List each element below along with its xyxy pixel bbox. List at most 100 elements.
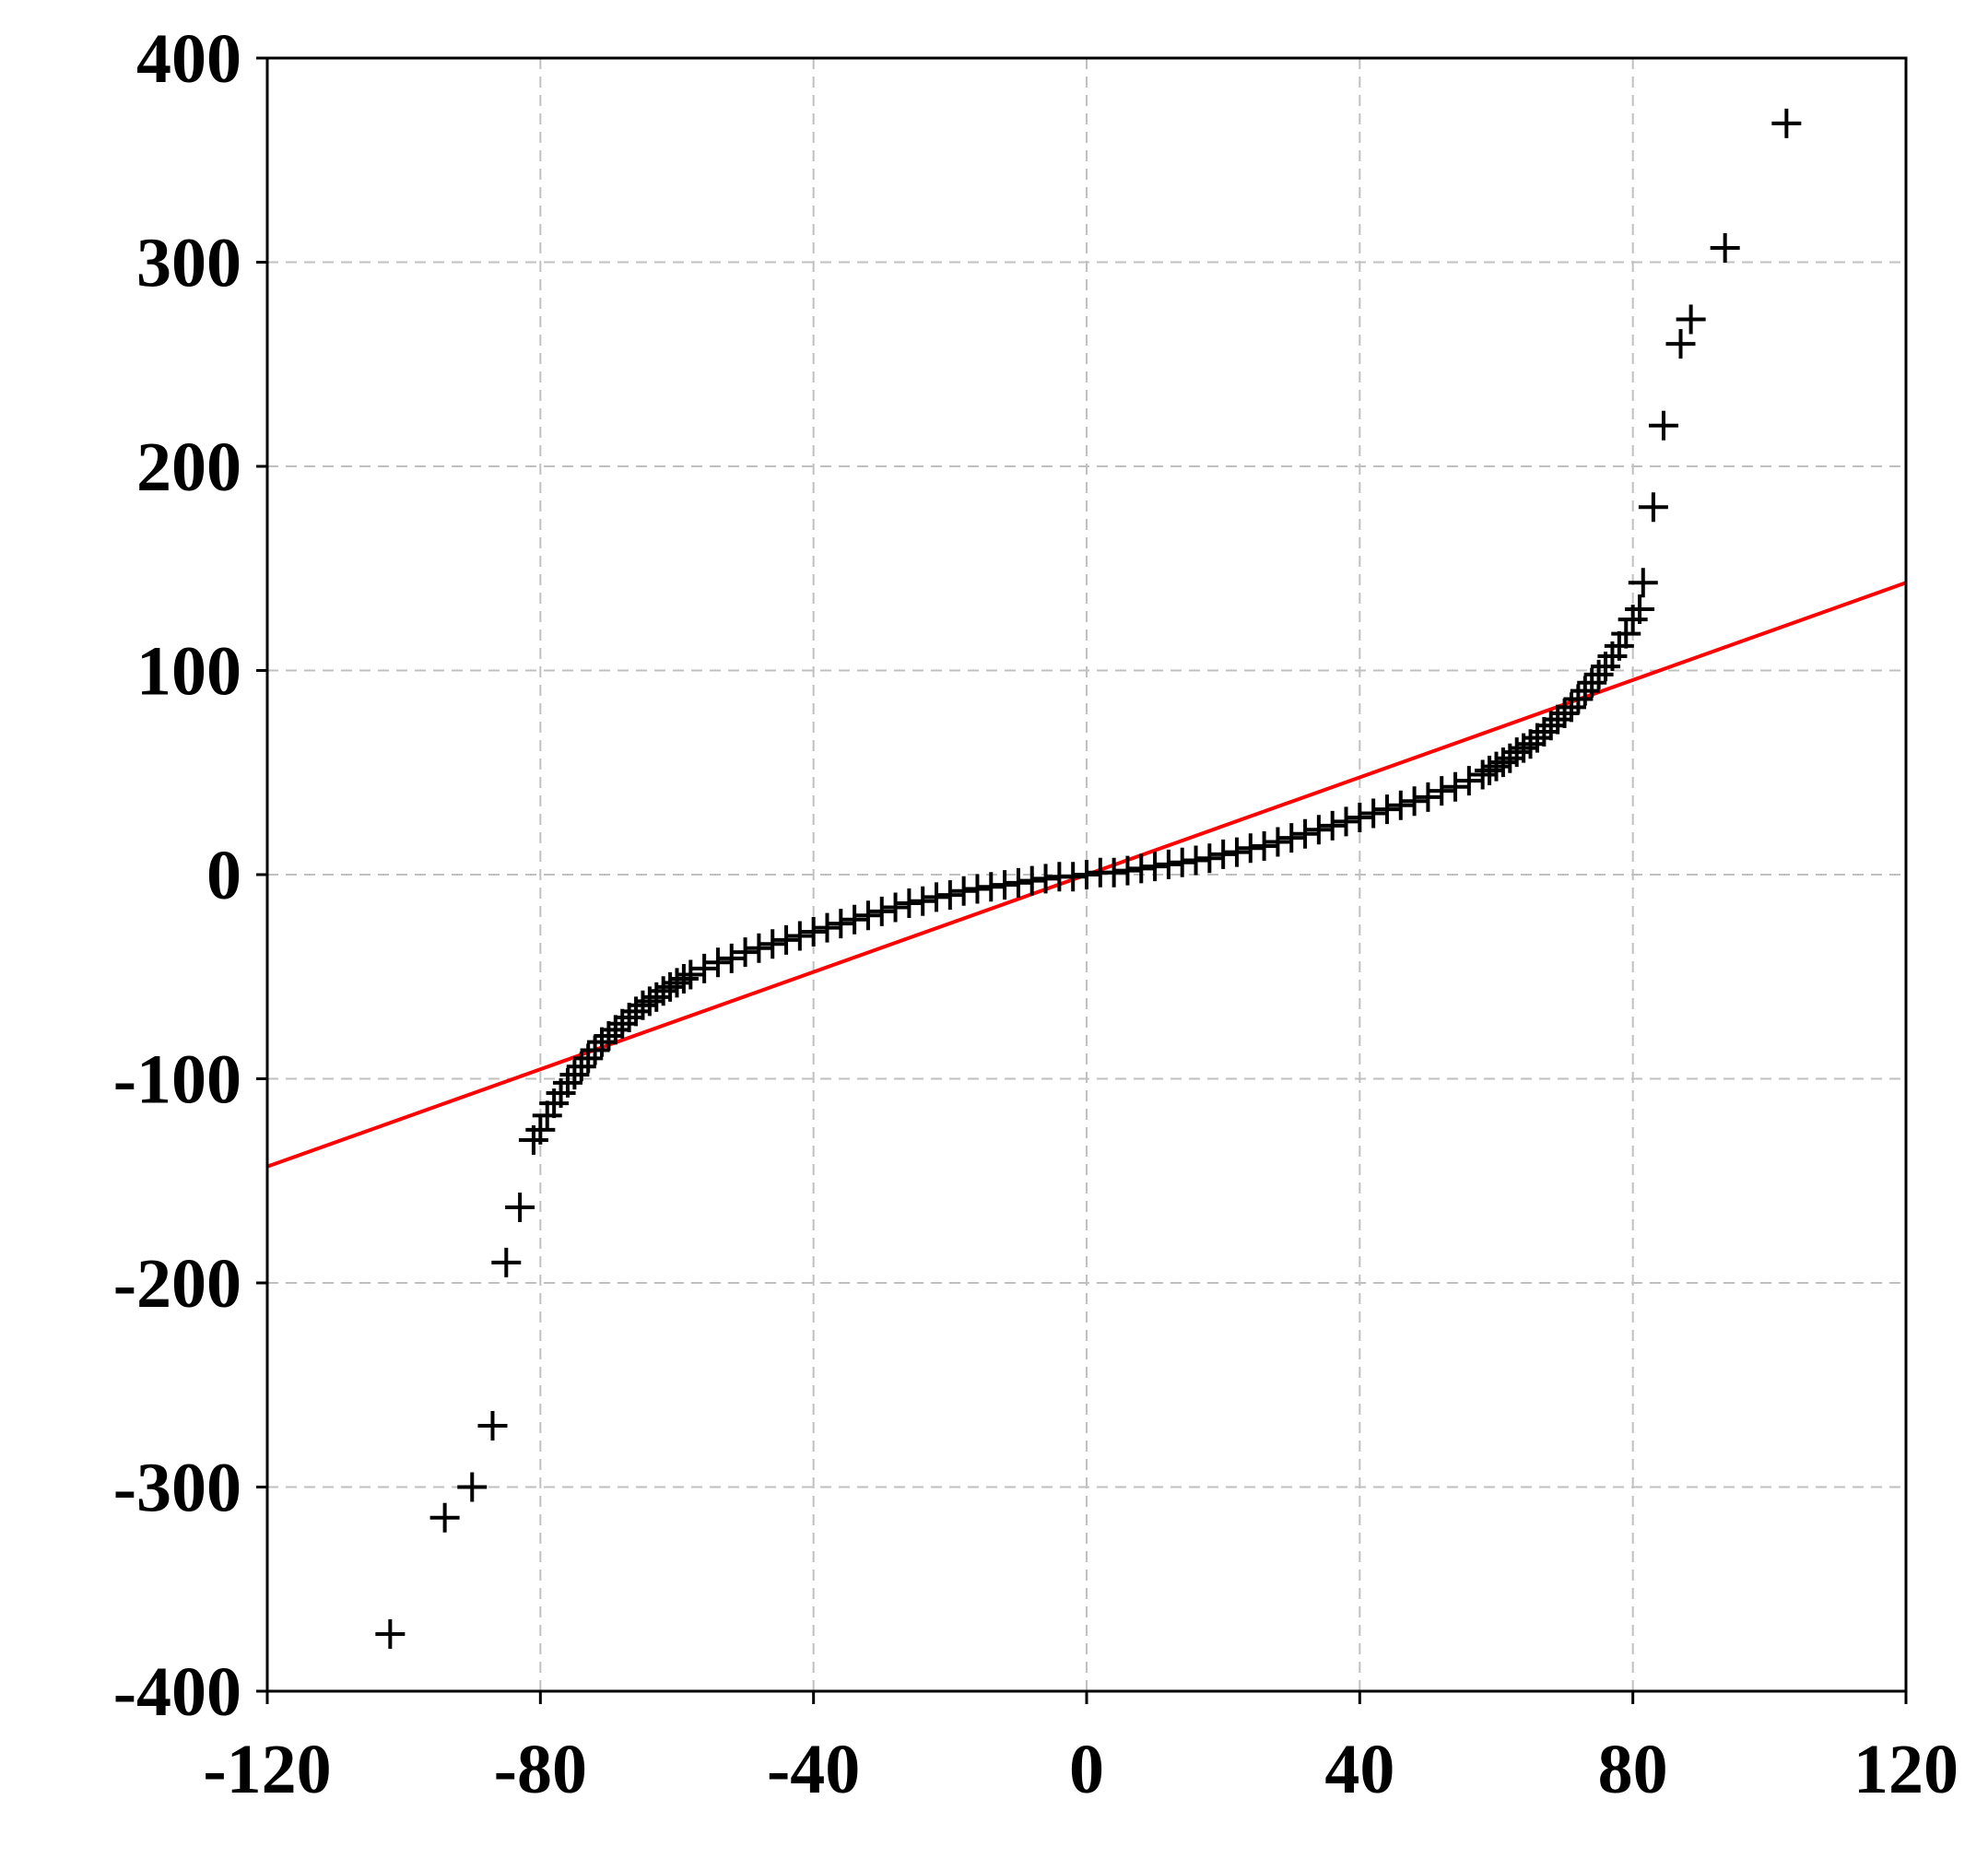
data-point	[1112, 855, 1143, 886]
data-point	[1399, 786, 1429, 817]
data-point	[1453, 766, 1484, 796]
data-point	[607, 1008, 638, 1039]
data-point	[1577, 667, 1607, 698]
data-point	[935, 880, 965, 911]
data-point	[1194, 843, 1225, 874]
data-point	[1529, 716, 1559, 747]
data-point	[1427, 776, 1457, 806]
data-point	[1030, 864, 1061, 894]
data-point	[1665, 329, 1696, 359]
data-points	[375, 108, 1802, 1649]
data-point	[1543, 704, 1573, 735]
data-point	[948, 876, 979, 906]
y-tick-label: -400	[113, 1653, 241, 1731]
data-point	[922, 882, 952, 912]
data-point	[1331, 806, 1361, 837]
x-tick-label: 120	[1853, 1731, 1959, 1808]
data-point	[580, 1035, 610, 1065]
data-point	[702, 947, 733, 978]
y-tick-label: 200	[136, 429, 241, 506]
data-point	[1359, 798, 1389, 829]
data-point	[812, 912, 842, 943]
data-point	[1167, 847, 1197, 877]
data-point	[1515, 729, 1546, 759]
data-point	[1625, 594, 1655, 625]
data-point	[676, 959, 706, 990]
data-point	[1263, 827, 1293, 857]
data-point	[1481, 751, 1512, 782]
data-point	[1140, 852, 1170, 882]
data-point	[880, 892, 911, 923]
data-point	[1522, 723, 1552, 753]
y-tick-label: 300	[136, 225, 241, 302]
x-axis-tick-labels: -120 -80 -40 0 40 80 120	[203, 1731, 1959, 1808]
data-point	[1638, 492, 1668, 523]
data-point	[1235, 833, 1265, 864]
data-point	[566, 1052, 596, 1082]
data-point	[730, 937, 760, 968]
data-point	[1583, 659, 1614, 689]
data-point	[1604, 630, 1634, 661]
data-point	[976, 872, 1006, 902]
x-tick-label: -80	[494, 1731, 587, 1808]
data-point	[840, 904, 870, 935]
data-point	[1710, 232, 1740, 263]
data-point	[662, 968, 692, 998]
data-point	[1181, 845, 1211, 876]
axis-ticks	[256, 56, 1908, 1704]
data-point	[375, 1618, 406, 1649]
data-point	[908, 886, 938, 916]
data-point	[1535, 711, 1566, 741]
data-point	[614, 1003, 644, 1033]
y-tick-label: 400	[136, 20, 241, 98]
data-point	[1441, 771, 1471, 802]
data-point	[491, 1247, 522, 1277]
data-point	[1345, 802, 1375, 832]
y-tick-label: -200	[113, 1245, 241, 1323]
data-point	[798, 917, 829, 947]
data-point	[1126, 853, 1157, 884]
data-point	[1249, 830, 1279, 861]
data-point	[1058, 862, 1088, 892]
data-point	[853, 900, 883, 931]
data-point	[1208, 839, 1239, 869]
data-point	[1611, 618, 1641, 649]
data-point	[1290, 818, 1321, 849]
x-tick-label: 80	[1598, 1731, 1668, 1808]
y-tick-label: -100	[113, 1041, 241, 1119]
data-point	[668, 963, 699, 994]
y-tick-label: -300	[113, 1450, 241, 1527]
data-point	[1317, 810, 1347, 841]
data-point	[600, 1015, 630, 1045]
data-point	[1017, 865, 1047, 896]
data-point	[1371, 794, 1402, 825]
x-tick-label: 40	[1324, 1731, 1394, 1808]
data-point	[1563, 684, 1594, 714]
y-axis-tick-labels: 400 300 200 100 0 -100 -200 -300 -400	[113, 20, 241, 1731]
data-point	[1628, 568, 1658, 598]
data-point	[532, 1100, 562, 1131]
data-point	[1676, 304, 1706, 335]
data-point	[1276, 823, 1307, 853]
data-point	[1003, 867, 1033, 898]
data-point	[826, 909, 856, 939]
x-tick-label: 0	[1069, 1731, 1104, 1808]
data-point	[559, 1060, 590, 1090]
data-point	[962, 874, 993, 904]
data-point	[1649, 410, 1678, 441]
y-tick-label: 100	[136, 633, 241, 711]
data-point	[744, 933, 774, 963]
y-tick-label: 0	[206, 837, 241, 914]
data-point	[1303, 815, 1334, 845]
data-point	[1153, 849, 1183, 879]
data-point	[894, 888, 924, 919]
data-point	[594, 1020, 624, 1051]
data-point	[716, 943, 747, 973]
data-point	[1549, 699, 1580, 729]
data-point	[505, 1193, 535, 1223]
data-point	[1385, 790, 1416, 820]
data-point	[1099, 857, 1129, 888]
data-point	[1467, 759, 1498, 790]
data-point	[1221, 837, 1252, 867]
